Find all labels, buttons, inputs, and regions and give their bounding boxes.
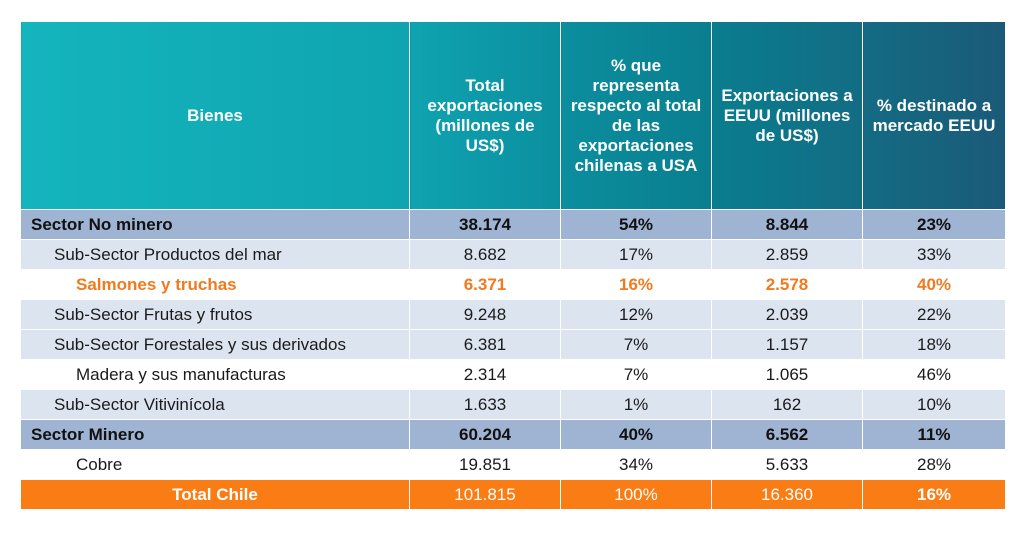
cell-eeuu: 2.039 [711, 299, 863, 330]
row-label: Cobre [20, 449, 410, 480]
cell-total: 101.815 [409, 479, 561, 510]
cell-eeuu: 2.859 [711, 239, 863, 270]
cell-dest: 10% [862, 389, 1006, 420]
cell-total: 9.248 [409, 299, 561, 330]
cell-total: 6.371 [409, 269, 561, 300]
cell-pct: 7% [560, 329, 712, 360]
table-row-madera: Madera y sus manufacturas 2.314 7% 1.065… [20, 359, 1006, 390]
exports-table-container: Bienes Total exportaciones (millones de … [20, 21, 1006, 510]
table-row-cobre: Cobre 19.851 34% 5.633 28% [20, 449, 1006, 480]
cell-eeuu: 1.157 [711, 329, 863, 360]
cell-pct: 17% [560, 239, 712, 270]
cell-dest: 11% [862, 419, 1006, 450]
cell-dest: 22% [862, 299, 1006, 330]
table-row-sector-no-minero: Sector No minero 38.174 54% 8.844 23% [20, 209, 1006, 240]
table-row-frutas-y-frutos: Sub-Sector Frutas y frutos 9.248 12% 2.0… [20, 299, 1006, 330]
table-row-total-chile: Total Chile 101.815 100% 16.360 16% [20, 479, 1006, 510]
cell-eeuu: 8.844 [711, 209, 863, 240]
cell-total: 6.381 [409, 329, 561, 360]
header-bienes: Bienes [20, 21, 410, 210]
cell-eeuu: 16.360 [711, 479, 863, 510]
cell-dest: 33% [862, 239, 1006, 270]
row-label: Sector No minero [20, 209, 410, 240]
cell-eeuu: 1.065 [711, 359, 863, 390]
row-label: Sub-Sector Frutas y frutos [20, 299, 410, 330]
table-row-productos-del-mar: Sub-Sector Productos del mar 8.682 17% 2… [20, 239, 1006, 270]
cell-pct: 16% [560, 269, 712, 300]
cell-pct: 40% [560, 419, 712, 450]
cell-pct: 7% [560, 359, 712, 390]
cell-pct: 54% [560, 209, 712, 240]
row-label: Sub-Sector Forestales y sus derivados [20, 329, 410, 360]
row-label: Total Chile [20, 479, 410, 510]
cell-dest: 40% [862, 269, 1006, 300]
row-label: Sector Minero [20, 419, 410, 450]
cell-total: 8.682 [409, 239, 561, 270]
table-row-forestales: Sub-Sector Forestales y sus derivados 6.… [20, 329, 1006, 360]
header-total-exportaciones: Total exportaciones (millones de US$) [409, 21, 561, 210]
cell-total: 60.204 [409, 419, 561, 450]
cell-pct: 1% [560, 389, 712, 420]
row-label: Salmones y truchas [20, 269, 410, 300]
cell-total: 19.851 [409, 449, 561, 480]
row-label: Sub-Sector Productos del mar [20, 239, 410, 270]
cell-dest: 28% [862, 449, 1006, 480]
cell-dest: 16% [862, 479, 1006, 510]
table-row-salmones-y-truchas: Salmones y truchas 6.371 16% 2.578 40% [20, 269, 1006, 300]
header-porcentaje-usa: % que representa respecto al total de la… [560, 21, 712, 210]
cell-pct: 34% [560, 449, 712, 480]
cell-total: 1.633 [409, 389, 561, 420]
table-row-sector-minero: Sector Minero 60.204 40% 6.562 11% [20, 419, 1006, 450]
cell-eeuu: 2.578 [711, 269, 863, 300]
header-exportaciones-eeuu: Exportaciones a EEUU (millones de US$) [711, 21, 863, 210]
cell-eeuu: 5.633 [711, 449, 863, 480]
cell-total: 38.174 [409, 209, 561, 240]
row-label: Sub-Sector Vitivinícola [20, 389, 410, 420]
header-destinado-eeuu: % destinado a mercado EEUU [862, 21, 1006, 210]
cell-dest: 23% [862, 209, 1006, 240]
exports-table: Bienes Total exportaciones (millones de … [20, 21, 1006, 510]
cell-eeuu: 6.562 [711, 419, 863, 450]
row-label: Madera y sus manufacturas [20, 359, 410, 390]
table-header-row: Bienes Total exportaciones (millones de … [20, 21, 1006, 210]
table-row-vitivinicola: Sub-Sector Vitivinícola 1.633 1% 162 10% [20, 389, 1006, 420]
cell-dest: 46% [862, 359, 1006, 390]
cell-dest: 18% [862, 329, 1006, 360]
cell-eeuu: 162 [711, 389, 863, 420]
cell-total: 2.314 [409, 359, 561, 390]
cell-pct: 12% [560, 299, 712, 330]
cell-pct: 100% [560, 479, 712, 510]
